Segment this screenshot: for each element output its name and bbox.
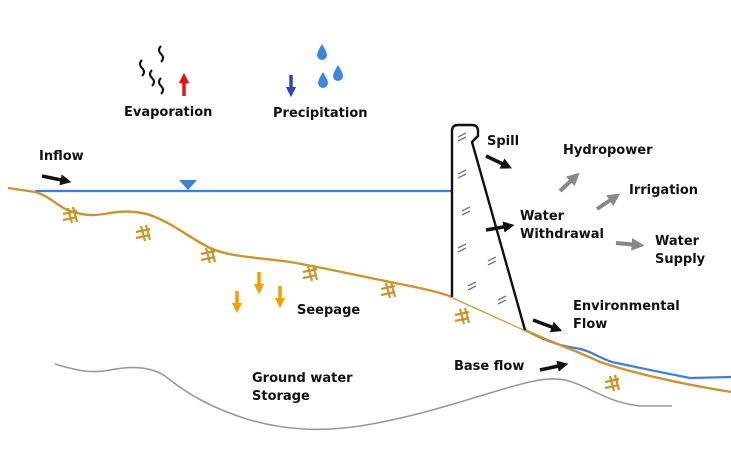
vapor-squiggle-icon bbox=[139, 45, 164, 95]
label-hydropower: Hydropower bbox=[563, 143, 653, 158]
groundwater-line bbox=[54, 363, 672, 431]
seepage-arrows bbox=[231, 272, 286, 314]
label-inflow: Inflow bbox=[39, 149, 84, 164]
ground-profile bbox=[7, 186, 731, 394]
label-ground-water-storage-1: Ground water bbox=[252, 371, 353, 386]
inflow-arrow bbox=[41, 174, 72, 186]
irrigation-arrow bbox=[595, 193, 621, 211]
label-environmental-flow-1: Environmental bbox=[573, 299, 680, 314]
label-water-supply-2: Supply bbox=[655, 252, 706, 267]
label-water-withdrawal-1: Water bbox=[520, 209, 565, 224]
label-spill: Spill bbox=[487, 134, 519, 149]
label-irrigation: Irrigation bbox=[629, 183, 698, 198]
hydropower-arrow bbox=[558, 172, 580, 193]
label-seepage: Seepage bbox=[297, 303, 360, 318]
label-water-withdrawal-2: Withdrawal bbox=[520, 227, 604, 242]
label-water-supply-1: Water bbox=[655, 234, 700, 249]
withdrawal-arrow bbox=[485, 221, 515, 233]
spill-arrow bbox=[485, 154, 513, 169]
environmental-flow-arrow bbox=[532, 318, 563, 333]
label-environmental-flow-2: Flow bbox=[573, 317, 607, 332]
label-precipitation: Precipitation bbox=[273, 106, 368, 121]
label-evaporation: Evaporation bbox=[124, 105, 212, 120]
label-ground-water-storage-2: Storage bbox=[252, 389, 310, 404]
water-level-triangle-icon bbox=[179, 180, 197, 190]
rain-drop-icon bbox=[317, 44, 343, 88]
dam-icon bbox=[450, 123, 527, 331]
water-supply-arrow bbox=[615, 238, 645, 251]
base-flow-arrow bbox=[539, 360, 569, 372]
label-base-flow: Base flow bbox=[454, 359, 524, 374]
